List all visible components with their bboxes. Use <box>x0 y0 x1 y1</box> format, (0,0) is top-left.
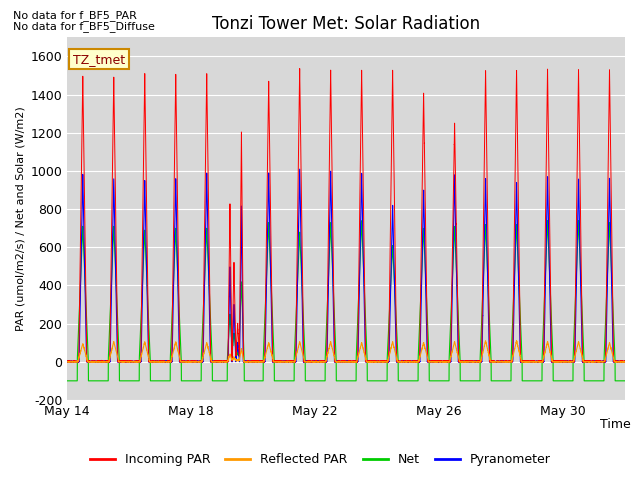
Text: TZ_tmet: TZ_tmet <box>73 53 125 66</box>
Text: No data for f_BF5_PAR: No data for f_BF5_PAR <box>13 10 137 21</box>
Title: Tonzi Tower Met: Solar Radiation: Tonzi Tower Met: Solar Radiation <box>212 15 480 33</box>
Text: No data for f_BF5_Diffuse: No data for f_BF5_Diffuse <box>13 21 155 32</box>
Y-axis label: PAR (umol/m2/s) / Net and Solar (W/m2): PAR (umol/m2/s) / Net and Solar (W/m2) <box>15 106 25 331</box>
Legend: Incoming PAR, Reflected PAR, Net, Pyranometer: Incoming PAR, Reflected PAR, Net, Pyrano… <box>84 448 556 471</box>
X-axis label: Time: Time <box>600 418 630 431</box>
